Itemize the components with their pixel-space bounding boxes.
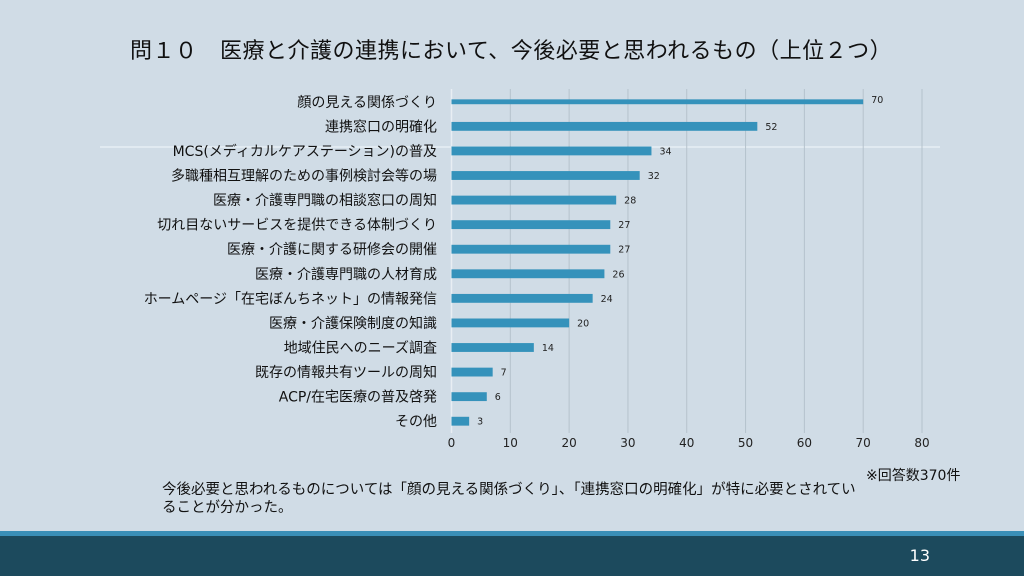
- bar: [451, 99, 864, 105]
- category-label: ACP/在宅医療の普及啓発: [279, 389, 437, 406]
- bar: [451, 392, 487, 402]
- x-tick-label: 10: [503, 436, 518, 450]
- x-tick-label: 20: [561, 436, 576, 450]
- bar: [451, 269, 605, 279]
- footer-stripe: [0, 531, 1024, 536]
- value-label: 14: [542, 343, 554, 354]
- bar: [451, 318, 570, 328]
- value-label: 32: [648, 171, 660, 182]
- category-label: 既存の情報共有ツールの周知: [255, 364, 437, 381]
- bar: [451, 171, 640, 180]
- x-tick-label: 50: [738, 436, 753, 450]
- bar: [451, 416, 470, 426]
- value-label: 34: [659, 146, 671, 157]
- category-label: 顔の見える関係づくり: [297, 95, 437, 111]
- value-label: 24: [601, 294, 613, 305]
- x-tick-label: 40: [679, 436, 694, 450]
- value-label: 52: [765, 122, 777, 133]
- category-label: 連携窓口の明確化: [325, 118, 437, 135]
- value-labels: 70 52 34 32 28 27 27 26 24 20 14 7 6 3: [477, 95, 883, 428]
- bar: [451, 293, 593, 303]
- footer-bar: 13: [0, 536, 1024, 576]
- category-label: 多職種相互理解のための事例検討会等の場: [171, 168, 437, 185]
- page-number: 13: [909, 546, 930, 565]
- category-label: 医療・介護専門職の人材育成: [255, 266, 437, 283]
- x-tick-label: 30: [620, 436, 635, 450]
- value-label: 3: [477, 417, 483, 428]
- x-tick-label: 80: [914, 436, 929, 450]
- category-label: 切れ目ないサービスを提供できる体制づくり: [157, 218, 437, 234]
- value-label: 26: [612, 269, 624, 280]
- value-label: 27: [618, 245, 630, 256]
- bar: [451, 220, 611, 230]
- response-count-note: ※回答数370件: [866, 468, 961, 484]
- summary-text: 今後必要と思われるものについては「顔の見える関係づくり」、「連携窓口の明確化」が…: [162, 482, 856, 516]
- category-label: その他: [395, 414, 437, 430]
- category-label: ホームページ「在宅ぼんちネット」の情報発信: [144, 291, 437, 307]
- x-tick-label: 0: [448, 436, 456, 450]
- x-tick-label: 60: [797, 436, 812, 450]
- category-label: 医療・介護に関する研修会の開催: [227, 241, 437, 258]
- bars: [451, 99, 864, 426]
- x-axis-ticks: 0 10 20 30 40 50 60 70 80: [448, 436, 930, 450]
- bar: [451, 121, 758, 131]
- value-label: 70: [871, 95, 883, 106]
- bar: [451, 367, 493, 377]
- value-label: 7: [501, 368, 507, 379]
- bar: [451, 244, 611, 254]
- category-label: 地域住民へのニーズ調査: [284, 341, 437, 357]
- category-label: 医療・介護保険制度の知識: [269, 315, 437, 332]
- bar: [451, 146, 652, 156]
- x-tick-label: 70: [856, 436, 871, 450]
- value-label: 28: [624, 196, 636, 207]
- bar: [451, 195, 617, 205]
- value-label: 20: [577, 318, 589, 329]
- value-label: 6: [495, 392, 501, 403]
- bar: [451, 343, 534, 352]
- slide-title: 問１０ 医療と介護の連携において、今後必要と思われるもの（上位２つ）: [130, 39, 893, 64]
- category-label: MCS(メディカルケアステーション)の普及: [173, 143, 437, 160]
- gridlines: [450, 89, 923, 433]
- value-label: 27: [618, 220, 630, 231]
- category-label: 医療・介護専門職の相談窓口の周知: [213, 192, 437, 209]
